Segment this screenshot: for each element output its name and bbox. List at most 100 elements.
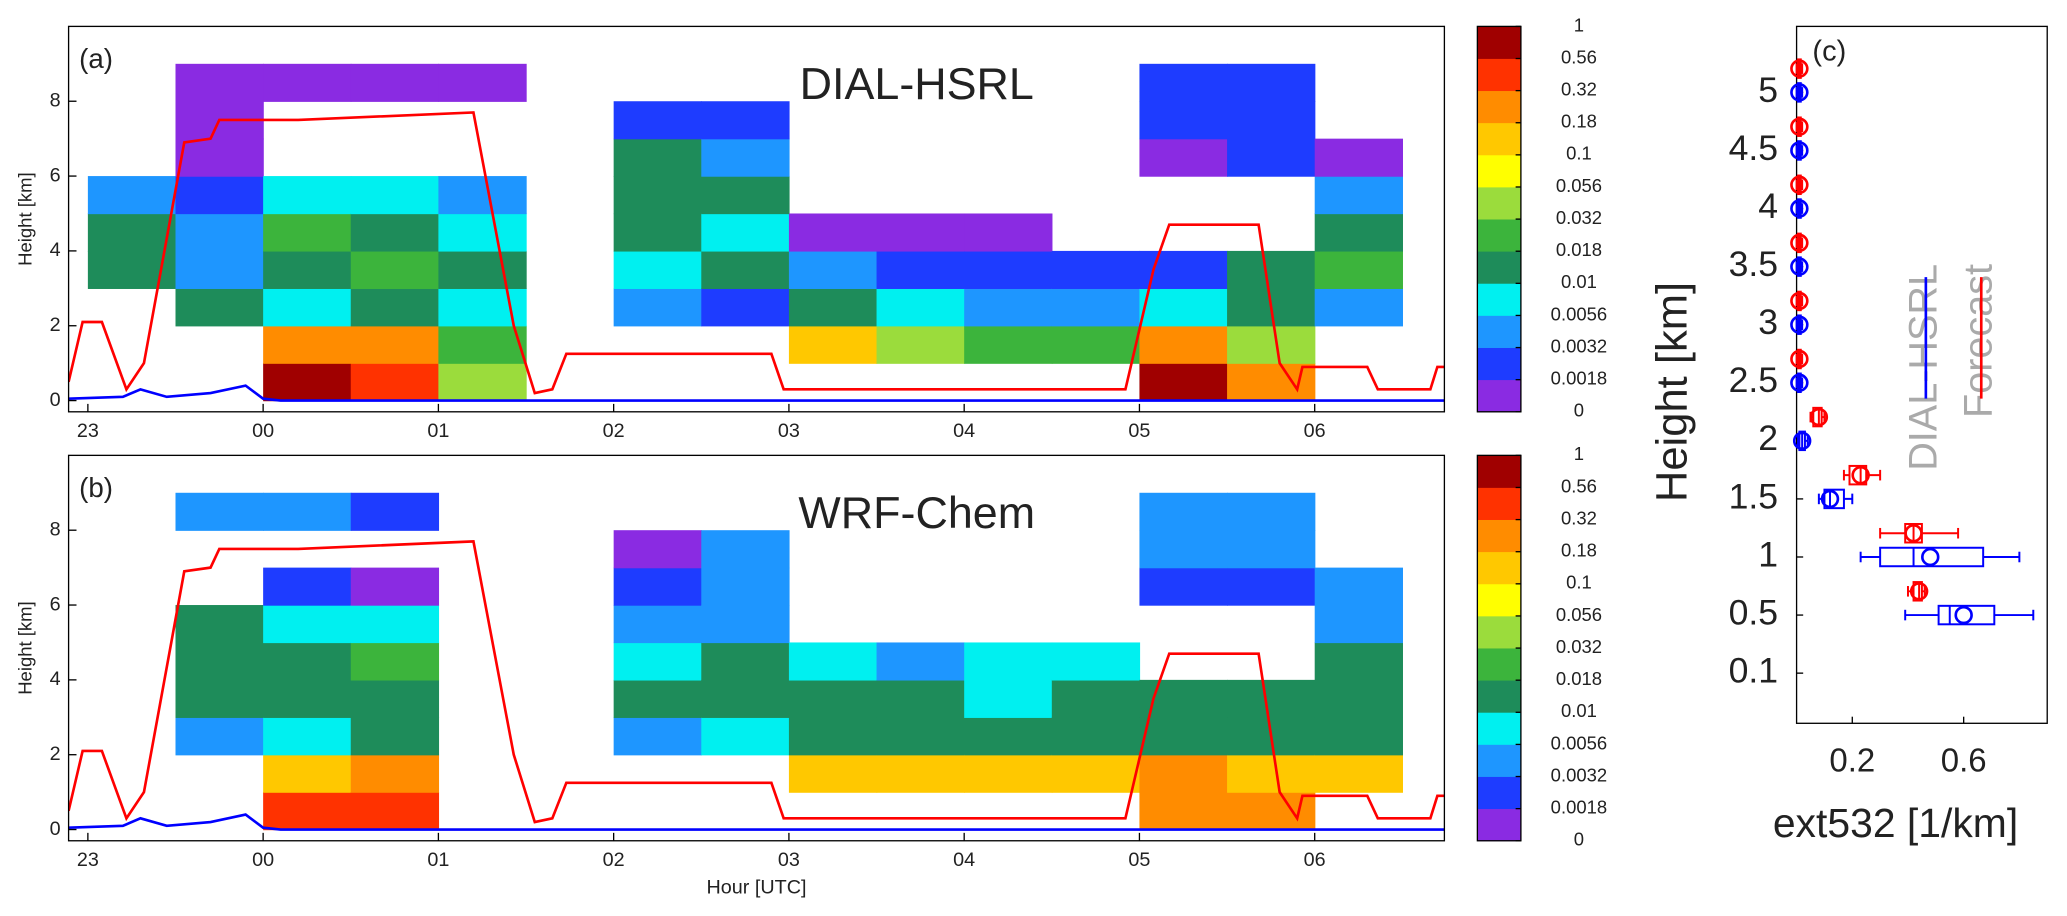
heatmap-cell [350, 492, 440, 531]
heatmap-cell [1139, 101, 1228, 140]
heatmap-cell [1051, 325, 1141, 364]
y-tick-label: 0 [50, 818, 61, 840]
heatmap-cell [1139, 288, 1228, 327]
heatmap-cell [964, 717, 1053, 756]
heatmap-cell [701, 138, 790, 177]
heatmap-cell [1051, 717, 1141, 756]
mean-marker [1909, 582, 1929, 601]
colorbar-swatch [1477, 154, 1521, 188]
heatmap-cell [1314, 717, 1403, 756]
y-tick-label: 1.5 [1729, 476, 1779, 516]
colorbar-tick-label: 0.0018 [1551, 368, 1607, 389]
mean-marker [1921, 547, 1940, 567]
heatmap-cell [613, 101, 702, 140]
heatmap-cell [175, 679, 264, 718]
legend-label: DIAL-HSRL [1901, 264, 1945, 471]
heatmap-cell [876, 250, 965, 289]
colorbar-tick-label: 0.56 [1561, 46, 1597, 67]
y-tick-label: 0.5 [1729, 592, 1779, 632]
heatmap-cell [613, 213, 702, 252]
heatmap-cell [350, 176, 440, 215]
mean-marker [1809, 407, 1829, 427]
y-tick-label: 3 [1758, 302, 1778, 342]
heatmap-cell [1139, 530, 1228, 569]
heatmap-cell [964, 213, 1053, 252]
heatmap-cell [613, 250, 702, 289]
box [1912, 581, 1923, 602]
y-tick-label: 8 [50, 518, 61, 540]
heatmap-cell [1139, 63, 1228, 102]
heatmap-cell [1227, 567, 1316, 606]
heatmap-cell [350, 567, 440, 606]
heatmap-cell [1314, 605, 1403, 644]
heatmap-cell [613, 176, 702, 215]
heatmap-cell [350, 213, 440, 252]
heatmap-cell [175, 642, 264, 681]
heatmap-cell [175, 288, 264, 327]
colorbar-tick-label: 0.018 [1556, 239, 1602, 260]
box [1937, 604, 1996, 626]
heatmap-cell [263, 250, 352, 289]
heatmap-cell [1314, 567, 1403, 606]
x-tick-label: 0.6 [1941, 742, 1987, 779]
colorbar-swatch [1477, 712, 1521, 745]
colorbar-swatch [1477, 379, 1521, 413]
y-tick-label: 4 [50, 668, 61, 690]
mean-marker [1790, 83, 1809, 102]
heatmap-cell [1051, 250, 1141, 289]
heatmap-cell [964, 288, 1053, 327]
colorbar-swatch [1477, 347, 1521, 381]
colorbar-swatch [1477, 615, 1521, 649]
colorbar-tick-label: 0.32 [1561, 79, 1597, 100]
y-axis-label: Height [km] [14, 601, 35, 694]
heatmap-cell [438, 63, 527, 102]
mean-marker [1790, 373, 1809, 393]
heatmap-cell [175, 138, 264, 177]
y-tick-label: 0 [50, 389, 61, 411]
heatmap-cell [350, 605, 440, 644]
colorbar-tick-label: 1 [1574, 443, 1584, 464]
colorbar-swatch [1477, 122, 1521, 156]
heatmap-cell [1139, 138, 1228, 177]
heatmap-cell [701, 642, 790, 681]
colorbar-tick-label: 0.18 [1561, 111, 1597, 132]
heatmap-cell [788, 642, 878, 681]
heatmap-cell [1139, 567, 1228, 606]
heatmap-cell [1139, 325, 1228, 364]
x-axis-label: Hour [UTC] [706, 877, 806, 899]
heatmap-cell [1227, 101, 1316, 140]
y-tick-label: 6 [50, 593, 61, 615]
y-tick-label: 2 [50, 314, 61, 336]
y-tick-label: 3.5 [1729, 244, 1779, 284]
heatmap-cell [263, 717, 352, 756]
heatmap-cell [876, 642, 965, 681]
colorbar-swatch [1477, 583, 1521, 617]
heatmap-cell [438, 325, 527, 364]
heatmap-cell [788, 754, 878, 793]
heatmap-cell [263, 567, 352, 606]
heatmap-cell [701, 717, 790, 756]
heatmap-cell [613, 530, 702, 569]
mean-marker [1954, 605, 1973, 625]
heatmap-cell [1139, 792, 1228, 831]
y-tick-label: 2 [50, 743, 61, 765]
heatmap-cell [876, 325, 965, 364]
heatmap-cell [175, 717, 264, 756]
colorbar-swatch [1477, 315, 1521, 348]
y-axis-label: Height [km] [14, 172, 35, 265]
y-tick-label: 4 [50, 239, 61, 261]
x-tick-label: 00 [252, 420, 274, 442]
plot-area [68, 492, 1445, 831]
heatmap-cell [438, 213, 527, 252]
heatmap-cell [263, 213, 352, 252]
heatmap-cell [263, 605, 352, 644]
colorbar-tick-label: 0 [1574, 829, 1584, 850]
heatmap-cell [438, 176, 527, 215]
plot-area [68, 63, 1445, 402]
line-series [68, 540, 1445, 824]
colorbar-tick-label: 1 [1574, 14, 1584, 35]
x-tick-label: 03 [778, 849, 800, 871]
colorbar-swatch [1477, 808, 1521, 842]
heatmap-cell [175, 213, 264, 252]
colorbar-tick-label: 0.18 [1561, 540, 1597, 561]
